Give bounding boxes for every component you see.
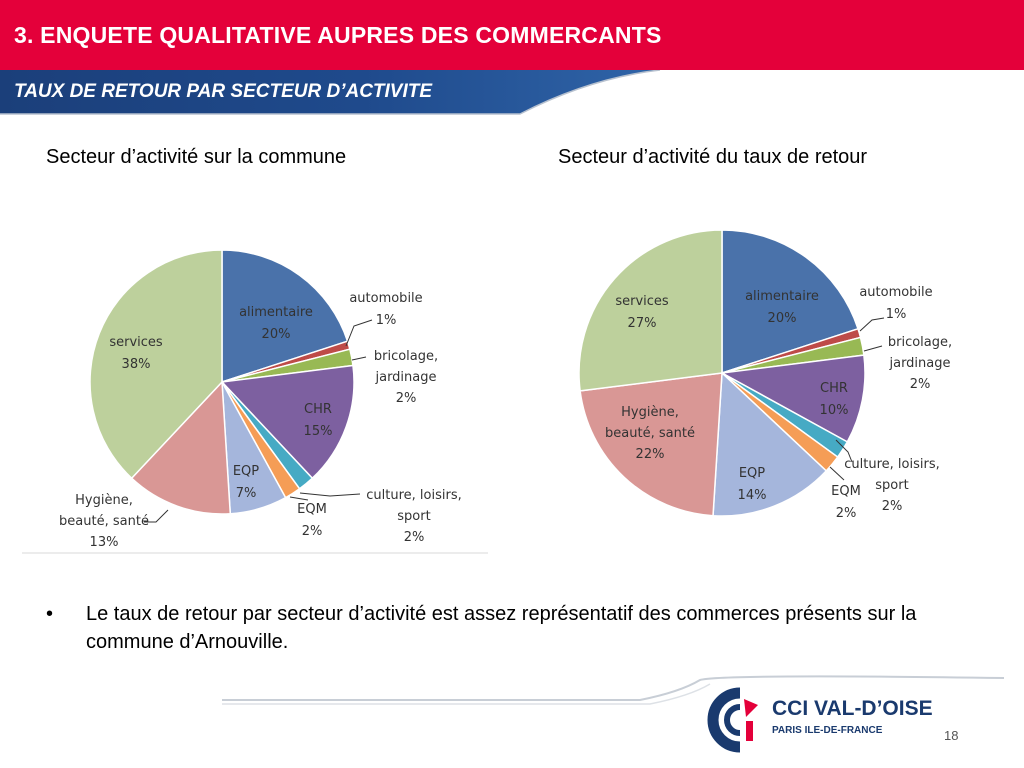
header-bar: 3. ENQUETE QUALITATIVE AUPRES DES COMMER… <box>0 0 1024 70</box>
page-title: 3. ENQUETE QUALITATIVE AUPRES DES COMMER… <box>14 22 662 48</box>
leader-line-culture-loisirs-sport <box>835 439 853 463</box>
leader-line-bricolage-jardinage <box>351 356 367 361</box>
slice-label-chr: CHR <box>820 381 848 396</box>
pie-slice-alimentaire <box>721 229 859 375</box>
slice-label-alimentaire: alimentaire <box>239 305 313 320</box>
chart-title-retour: Secteur d’activité du taux de retour <box>558 146 868 168</box>
slice-value-alimentaire: 20% <box>768 311 797 326</box>
pie-slice-services <box>578 229 723 392</box>
logo-name: CCI VAL-D’OISE <box>772 697 933 720</box>
slice-label-hygiene-beaute-sante: Hygiène, beauté, santé <box>59 493 149 529</box>
pie-slice-chr <box>220 364 355 480</box>
slice-label-culture-loisirs-sport: culture, loisirs, sport <box>844 457 939 493</box>
chart-title-commune: Secteur d’activité sur la commune <box>46 146 347 168</box>
leader-line-automobile <box>859 317 885 332</box>
slice-value-automobile: 1% <box>886 307 907 322</box>
footer-swoosh <box>222 675 1005 705</box>
pie-slice-hygiene-beaute-sante <box>579 372 723 517</box>
slice-value-culture-loisirs-sport: 2% <box>882 499 903 514</box>
leader-line-eqm <box>829 466 845 481</box>
leader-line-hygiene-beaute-sante <box>144 509 169 523</box>
slice-value-chr: 10% <box>820 403 849 418</box>
pie-chart-retour: alimentaire 20% automobile 1% bricolage, jard… <box>578 229 952 521</box>
slice-value-chr: 15% <box>304 424 333 439</box>
logo-subtitle: PARIS ILE-DE-FRANCE <box>772 725 883 736</box>
slice-value-eqp: 14% <box>738 488 767 503</box>
pie-chart-commune: alimentaire 20% automobile 1% bricolage, jard… <box>22 249 488 554</box>
slice-label-culture-loisirs-sport: culture, loisirs, sport <box>366 488 461 524</box>
slice-value-eqp: 7% <box>236 486 257 501</box>
slice-label-alimentaire: alimentaire <box>745 289 819 304</box>
leader-line-bricolage-jardinage <box>863 345 883 352</box>
cci-logo-mark-icon <box>707 687 758 753</box>
subtitle-bar <box>0 70 661 115</box>
slice-value-bricolage-jardinage: 2% <box>396 391 417 406</box>
leader-line-culture-loisirs-sport <box>299 492 361 497</box>
slice-label-eqp: EQP <box>233 464 259 479</box>
slice-value-services: 27% <box>628 316 657 331</box>
slice-label-hygiene-beaute-sante: Hygiène, beauté, santé <box>605 405 695 441</box>
section-subtitle: TAUX DE RETOUR PAR SECTEUR D’ACTIVITE <box>14 81 433 102</box>
pie-slice-alimentaire <box>221 249 349 384</box>
bullet-text: Le taux de retour par secteur d’activité… <box>86 603 917 653</box>
pie-slice-eqp <box>712 371 828 517</box>
slice-value-bricolage-jardinage: 2% <box>910 377 931 392</box>
slice-label-eqm: EQM <box>831 484 861 499</box>
bullet-symbol: • <box>46 603 54 625</box>
pie-slice-hygiene-beaute-sante <box>130 380 232 515</box>
slice-label-eqp: EQP <box>739 466 765 481</box>
slice-value-hygiene-beaute-sante: 13% <box>90 535 119 550</box>
slice-value-hygiene-beaute-sante: 22% <box>636 447 665 462</box>
page-number: 18 <box>944 728 959 743</box>
slice-label-eqm: EQM <box>297 502 327 517</box>
slice-label-chr: CHR <box>304 402 332 417</box>
slice-value-eqm: 2% <box>302 524 323 539</box>
slice-label-automobile: automobile <box>349 291 422 306</box>
pie-slice-chr <box>719 354 866 443</box>
leader-line-automobile <box>345 319 373 347</box>
slice-label-bricolage-jardinage: bricolage, jardinage <box>374 349 438 385</box>
slice-value-culture-loisirs-sport: 2% <box>404 530 425 545</box>
slice-value-alimentaire: 20% <box>262 327 291 342</box>
cci-logo: CCI VAL-D’OISE PARIS ILE-DE-FRANCE <box>700 685 940 755</box>
slice-value-services: 38% <box>122 357 151 372</box>
slice-label-bricolage-jardinage: bricolage, jardinage <box>888 335 952 371</box>
slice-value-eqm: 2% <box>836 506 857 521</box>
slice-label-automobile: automobile <box>859 285 932 300</box>
slice-label-services: services <box>109 335 163 350</box>
slice-value-automobile: 1% <box>376 313 397 328</box>
leader-line-eqm <box>289 496 309 501</box>
pie-slice-services <box>89 249 223 480</box>
slice-label-services: services <box>615 294 669 309</box>
